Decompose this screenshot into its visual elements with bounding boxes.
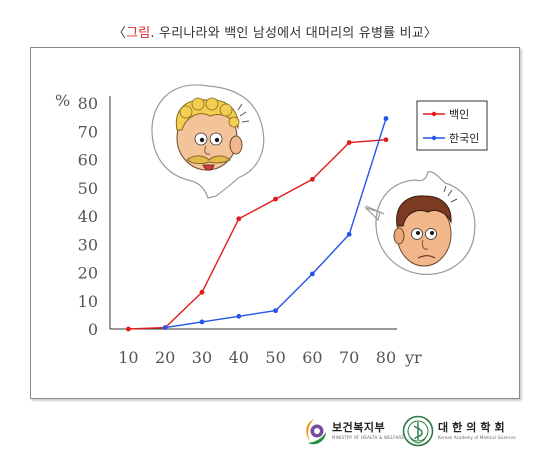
data-series [125,116,389,332]
data-point [309,176,315,182]
legend-marker-korean [431,135,437,141]
data-point [383,137,389,143]
x-tick-labels: 10 20 30 40 50 60 70 80 [118,348,396,367]
data-point [162,325,168,330]
x-tick-label: 20 [155,348,175,367]
academy-subtitle: Korean Academy of Medical Sciences [438,435,516,440]
y-tick-label: 80 [78,94,98,113]
y-unit-label: % [55,91,70,110]
x-tick-label: 10 [118,348,138,367]
x-tick-label: 80 [376,348,396,367]
y-tick-label: 30 [78,235,98,254]
data-point [346,231,352,237]
data-point [199,319,205,325]
y-tick-label: 10 [78,292,98,311]
x-tick-label: 70 [339,348,359,367]
data-point [346,140,352,145]
academy-seal-icon [402,415,434,447]
title-text: . 우리나라와 백인 남성에서 대머리의 유병률 비교 [150,26,424,41]
data-point [273,308,278,314]
legend-label-korean: 한국인 [449,132,479,145]
x-tick-label: 30 [192,348,212,367]
legend-label-caucasian: 백인 [449,108,469,121]
academy-name: 대한의학회 [438,421,509,434]
y-tick-label: 0 [88,320,98,339]
y-tick-labels: 0 10 20 30 40 50 60 70 80 [78,94,98,339]
ministry-logo-icon [306,419,326,445]
data-point [273,196,278,202]
data-point [199,289,205,295]
x-unit-label: yr [404,348,422,367]
korean-face-illustration [363,171,476,275]
footer-logos: 보건복지부 MINISTRY OF HEALTH & WELFARE 대한의학회… [298,412,528,452]
data-point [125,326,131,332]
title-accent: 그림 [126,26,151,41]
y-tick-label: 40 [78,207,98,226]
x-tick-label: 40 [229,348,249,367]
data-point [236,313,242,319]
x-tick-label: 60 [302,348,322,367]
figure-title: 〈그림. 우리나라와 백인 남성에서 대머리의 유병률 비교〉 [0,22,550,41]
title-close-bracket: 〉 [423,26,438,41]
legend-box [416,100,488,151]
y-tick-label: 70 [78,122,98,141]
ministry-subtitle: MINISTRY OF HEALTH & WELFARE [332,435,405,440]
series-line-0 [128,139,387,330]
data-point [309,271,315,277]
data-point [383,116,389,121]
title-open-bracket: 〈 [112,26,127,41]
y-tick-label: 60 [78,151,98,170]
y-tick-label: 20 [78,264,98,283]
x-tick-label: 50 [265,348,285,367]
caucasian-face-illustration [151,84,265,199]
legend-marker-caucasian [431,111,437,117]
y-tick-label: 50 [78,179,98,198]
ministry-name: 보건복지부 [332,421,386,434]
chart-legend: 백인 한국인 [416,100,488,151]
data-point [236,216,242,222]
